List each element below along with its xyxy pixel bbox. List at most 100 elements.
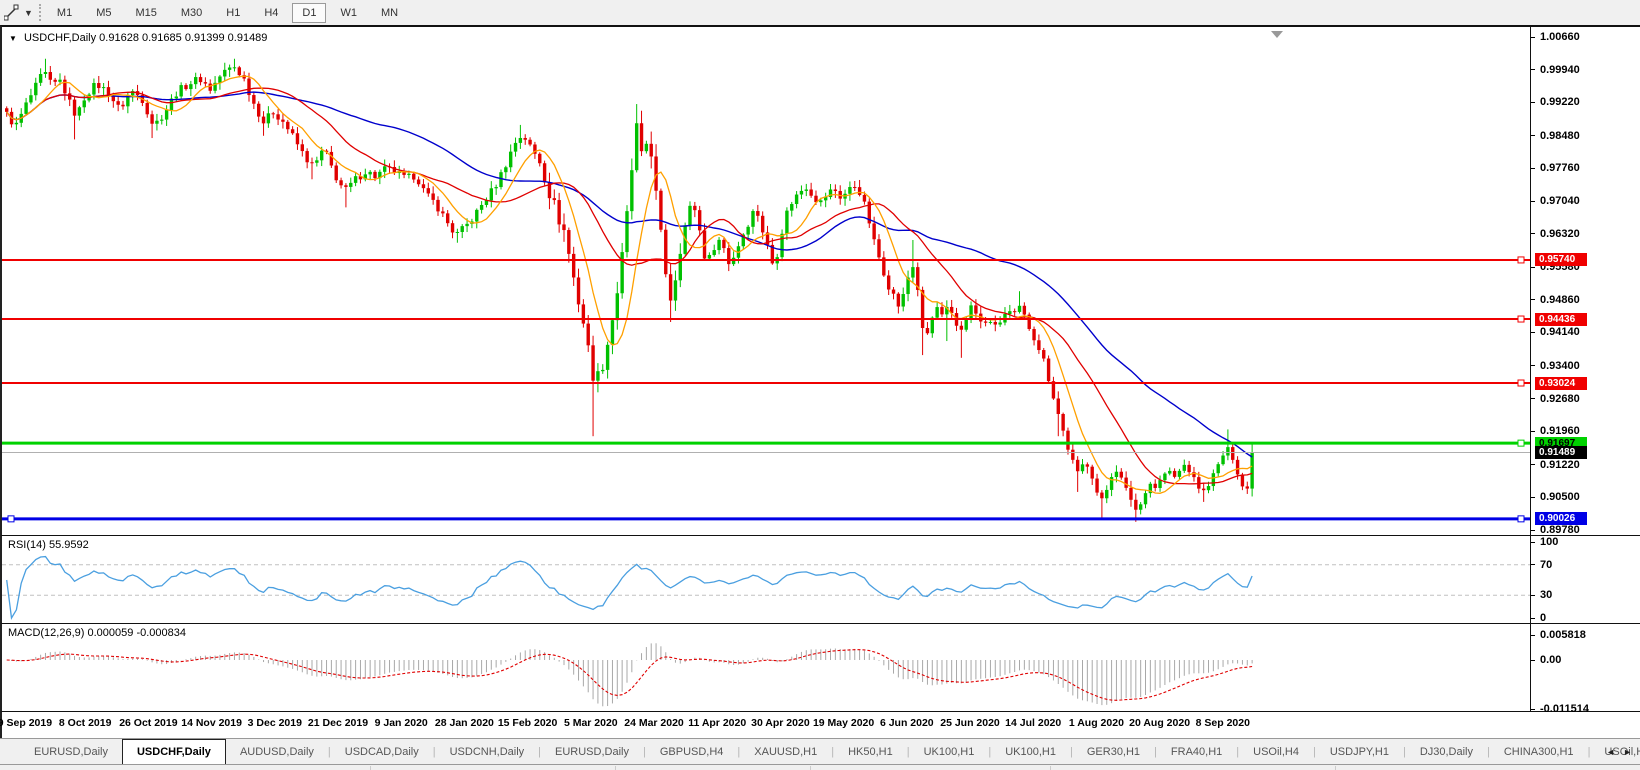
chart-tab-dj30-daily[interactable]: DJ30,Daily — [1419, 745, 1473, 758]
rsi-plot[interactable] — [2, 536, 1530, 623]
price-axis-tick — [1531, 430, 1535, 432]
main-chart-panel: ▼ USDCHF,Daily 0.91628 0.91685 0.91399 0… — [0, 25, 1640, 536]
tab-scroll-right-icon[interactable]: ► — [1623, 747, 1632, 757]
tab-scroll-left-icon[interactable]: ◄ — [1606, 747, 1616, 757]
chart-tab-eurusd-daily[interactable]: EURUSD,Daily — [34, 745, 108, 758]
tab-separator: | — [1070, 745, 1073, 758]
date-tick-label: 3 Dec 2019 — [247, 717, 302, 729]
candles — [5, 58, 1254, 522]
price-tick-label: 0.97040 — [1540, 195, 1580, 208]
timeframe-button-m15[interactable]: M15 — [135, 6, 157, 19]
price-badge-0.95740: 0.95740 — [1535, 253, 1587, 267]
price-badge-0.90026: 0.90026 — [1535, 512, 1587, 526]
chart-tab-usoil-h4[interactable]: USOil,H4 — [1253, 745, 1299, 758]
chart-tab-uk100-h1[interactable]: UK100,H1 — [1005, 745, 1056, 758]
tab-separator: | — [737, 745, 741, 758]
hline-handle-right[interactable] — [1517, 315, 1525, 323]
tab-separator: | — [1402, 745, 1406, 758]
tab-separator: | — [906, 745, 910, 758]
date-tick-label: 9 Jan 2020 — [374, 717, 428, 729]
date-tick-label: 20 Aug 2020 — [1129, 717, 1191, 729]
date-tick-label: 8 Sep 2020 — [1195, 717, 1250, 729]
rsi-axis: 100 70 30 0 — [1530, 536, 1640, 624]
tab-separator: | — [988, 745, 992, 758]
price-axis-tick — [1531, 135, 1535, 137]
macd-tick-label: 0.00 — [1540, 654, 1562, 666]
timeframe-button-m1[interactable]: M1 — [56, 6, 73, 19]
chart-tab-gbpusd-h4[interactable]: GBPUSD,H4 — [659, 745, 724, 758]
ohlc-low: 0.91399 — [184, 32, 225, 44]
date-tick-label: 8 Oct 2019 — [58, 717, 112, 729]
tab-separator: | — [1587, 745, 1591, 758]
date-tick-label: 15 Feb 2020 — [497, 717, 558, 729]
date-tick-label: 6 Jun 2020 — [879, 717, 934, 729]
price-tick-label: 0.94860 — [1540, 293, 1580, 306]
crosshair-tool-icon[interactable] — [2, 3, 24, 23]
hline-handle-right[interactable] — [1517, 439, 1525, 447]
chart-collapse-icon[interactable]: ▼ — [9, 34, 17, 43]
chart-tab-eurusd-daily[interactable]: EURUSD,Daily — [555, 745, 629, 758]
chart-tab-usdchf-daily[interactable]: USDCHF,Daily — [121, 739, 226, 764]
timeframe-button-h1[interactable]: H1 — [226, 6, 241, 19]
tab-scroll-arrows: ◄ ► — [1600, 739, 1638, 765]
candlestick-chart[interactable] — [2, 27, 1530, 535]
rsi-name: RSI(14) — [8, 539, 46, 551]
timeframe-button-h4[interactable]: H4 — [264, 6, 279, 19]
rsi-tick-label: 100 — [1540, 536, 1559, 548]
chart-tab-audusd-daily[interactable]: AUDUSD,Daily — [239, 745, 314, 758]
price-axis-tick — [1531, 36, 1535, 38]
chart-tab-china300-h1[interactable]: CHINA300,H1 — [1503, 745, 1574, 758]
price-axis-tick — [1531, 496, 1535, 498]
chart-tab-usdcnh-daily[interactable]: USDCNH,Daily — [449, 745, 525, 758]
chart-tab-bar: EURUSD,Daily USDCHF,Daily AUDUSD,Daily | USD… — [0, 738, 1640, 764]
price-axis-tick — [1531, 398, 1535, 400]
hline-handle-right[interactable] — [1517, 515, 1525, 523]
timeframe-toolbar: M1 M5 M15 M30 H1 H4 D1 W1 MN — [47, 2, 408, 23]
timeframe-button-w1[interactable]: W1 — [340, 6, 357, 19]
chart-tab-usdcad-daily[interactable]: USDCAD,Daily — [344, 745, 419, 758]
hline-handle-left[interactable] — [7, 515, 15, 523]
rsi-line — [6, 555, 1253, 620]
timeframe-button-mn[interactable]: MN — [380, 6, 399, 19]
chart-tab-xauusd-h1[interactable]: XAUUSD,H1 — [754, 745, 818, 758]
chart-tab-uk100-h1[interactable]: UK100,H1 — [923, 745, 975, 758]
price-badge-0.93024: 0.93024 — [1535, 376, 1587, 390]
price-axis-tick — [1531, 331, 1535, 333]
date-tick-label: 21 Dec 2019 — [307, 717, 369, 729]
rsi-axis-tick — [1531, 564, 1535, 566]
macd-tick-label: 0.005818 — [1540, 629, 1586, 641]
ma-mid-line — [6, 87, 1253, 485]
chart-tab-fra40-h1[interactable]: FRA40,H1 — [1170, 745, 1223, 758]
chart-tab-usdjpy-h1[interactable]: USDJPY,H1 — [1329, 745, 1389, 758]
chart-shift-marker-icon[interactable] — [1271, 31, 1283, 38]
macd-signal-line — [6, 649, 1253, 701]
tab-separator: | — [831, 745, 835, 758]
timeframe-button-d1[interactable]: D1 — [292, 2, 327, 23]
price-tick-label: 1.00660 — [1540, 31, 1580, 43]
rsi-tick-label: 30 — [1540, 589, 1553, 602]
timeframe-button-m5[interactable]: M5 — [96, 6, 112, 19]
price-tick-label: 0.98480 — [1540, 129, 1580, 142]
price-axis-tick — [1531, 266, 1535, 268]
macd-main-value: 0.000059 — [87, 627, 134, 639]
rsi-tick-label: 0 — [1540, 612, 1547, 624]
price-axis-tick — [1531, 69, 1535, 71]
timeframe-button-m30[interactable]: M30 — [180, 6, 203, 19]
price-tick-label: 0.96320 — [1540, 227, 1580, 240]
price-tick-label: 0.91960 — [1540, 425, 1580, 438]
price-tick-label: 0.93400 — [1540, 359, 1580, 372]
chart-tab-ger30-h1[interactable]: GER30,H1 — [1086, 745, 1141, 758]
tab-separator: | — [538, 745, 542, 758]
chart-tab-hk50-h1[interactable]: HK50,H1 — [848, 745, 893, 758]
tool-dropdown-caret-icon[interactable]: ▼ — [24, 7, 33, 18]
macd-plot[interactable] — [2, 624, 1530, 711]
chart-tab-usoil-h1[interactable]: USOil,H1 — [1604, 745, 1640, 758]
tab-separator: | — [1236, 745, 1240, 758]
hline-handle-right[interactable] — [1517, 256, 1525, 264]
date-tick-label: 24 Mar 2020 — [624, 717, 684, 729]
hline-handle-right[interactable] — [1517, 379, 1525, 387]
rsi-panel: RSI(14) 55.9592 100 70 30 0 — [0, 536, 1640, 624]
date-tick-label: 14 Jul 2020 — [1005, 717, 1062, 729]
rsi-axis-tick — [1531, 594, 1535, 596]
